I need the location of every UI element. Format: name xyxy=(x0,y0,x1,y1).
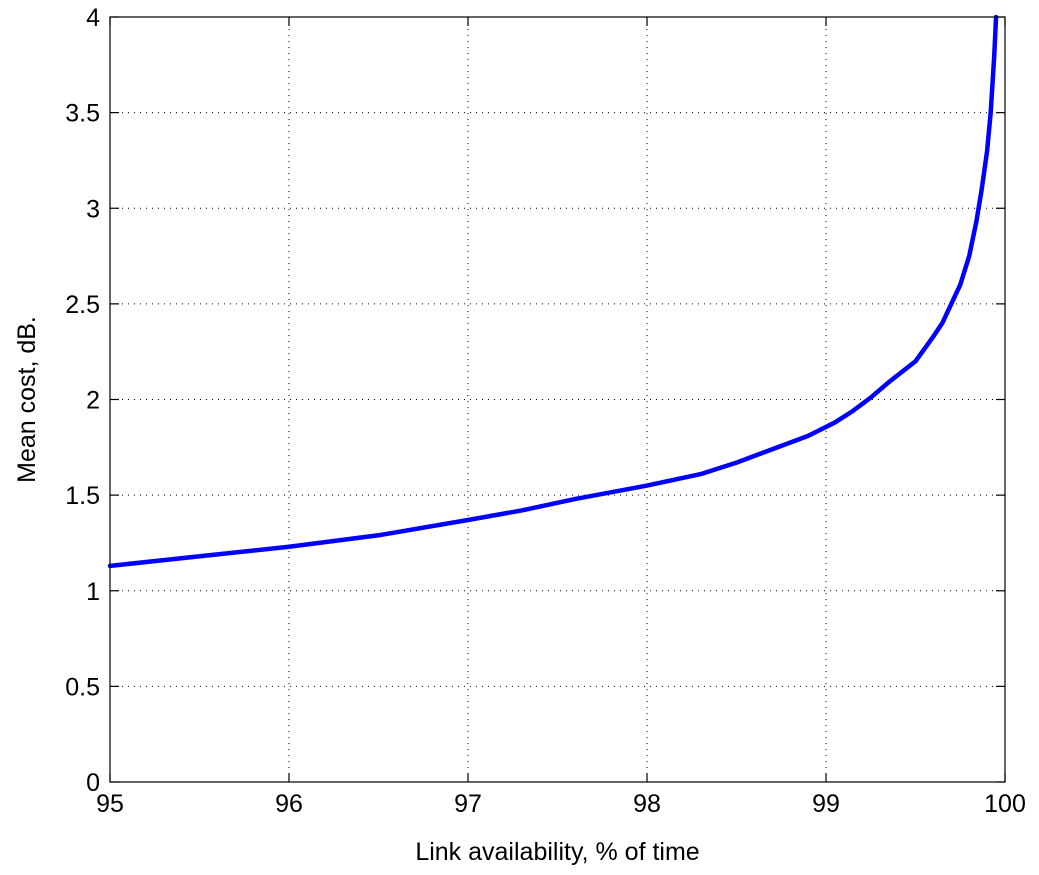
series-line xyxy=(107,14,999,569)
y-tick-label: 1 xyxy=(86,578,100,606)
x-tick-label: 100 xyxy=(984,790,1026,818)
x-tick-label: 99 xyxy=(812,790,840,818)
x-axis-label: Link availability, % of time xyxy=(415,838,699,866)
x-tick-label: 97 xyxy=(454,790,482,818)
x-tick-label: 96 xyxy=(275,790,303,818)
y-tick-label: 0.5 xyxy=(65,673,100,701)
y-tick-label: 0 xyxy=(86,769,100,797)
y-tick-label: 1.5 xyxy=(65,482,100,510)
series-layer xyxy=(107,14,999,569)
x-tick-label: 98 xyxy=(633,790,661,818)
y-tick-label: 4 xyxy=(86,4,100,32)
tick-layer: 95 96 97 98 99 100 0 0.5 1 1.5 2 2.5 3 3.5 4 xyxy=(65,4,1026,818)
y-axis-label: Mean cost, dB. xyxy=(13,316,41,483)
y-tick-label: 2.5 xyxy=(65,291,100,319)
y-tick-label: 3.5 xyxy=(65,100,100,128)
y-tick-label: 3 xyxy=(86,195,100,223)
x-tick-label: 95 xyxy=(96,790,124,818)
y-tick-label: 2 xyxy=(86,387,100,415)
